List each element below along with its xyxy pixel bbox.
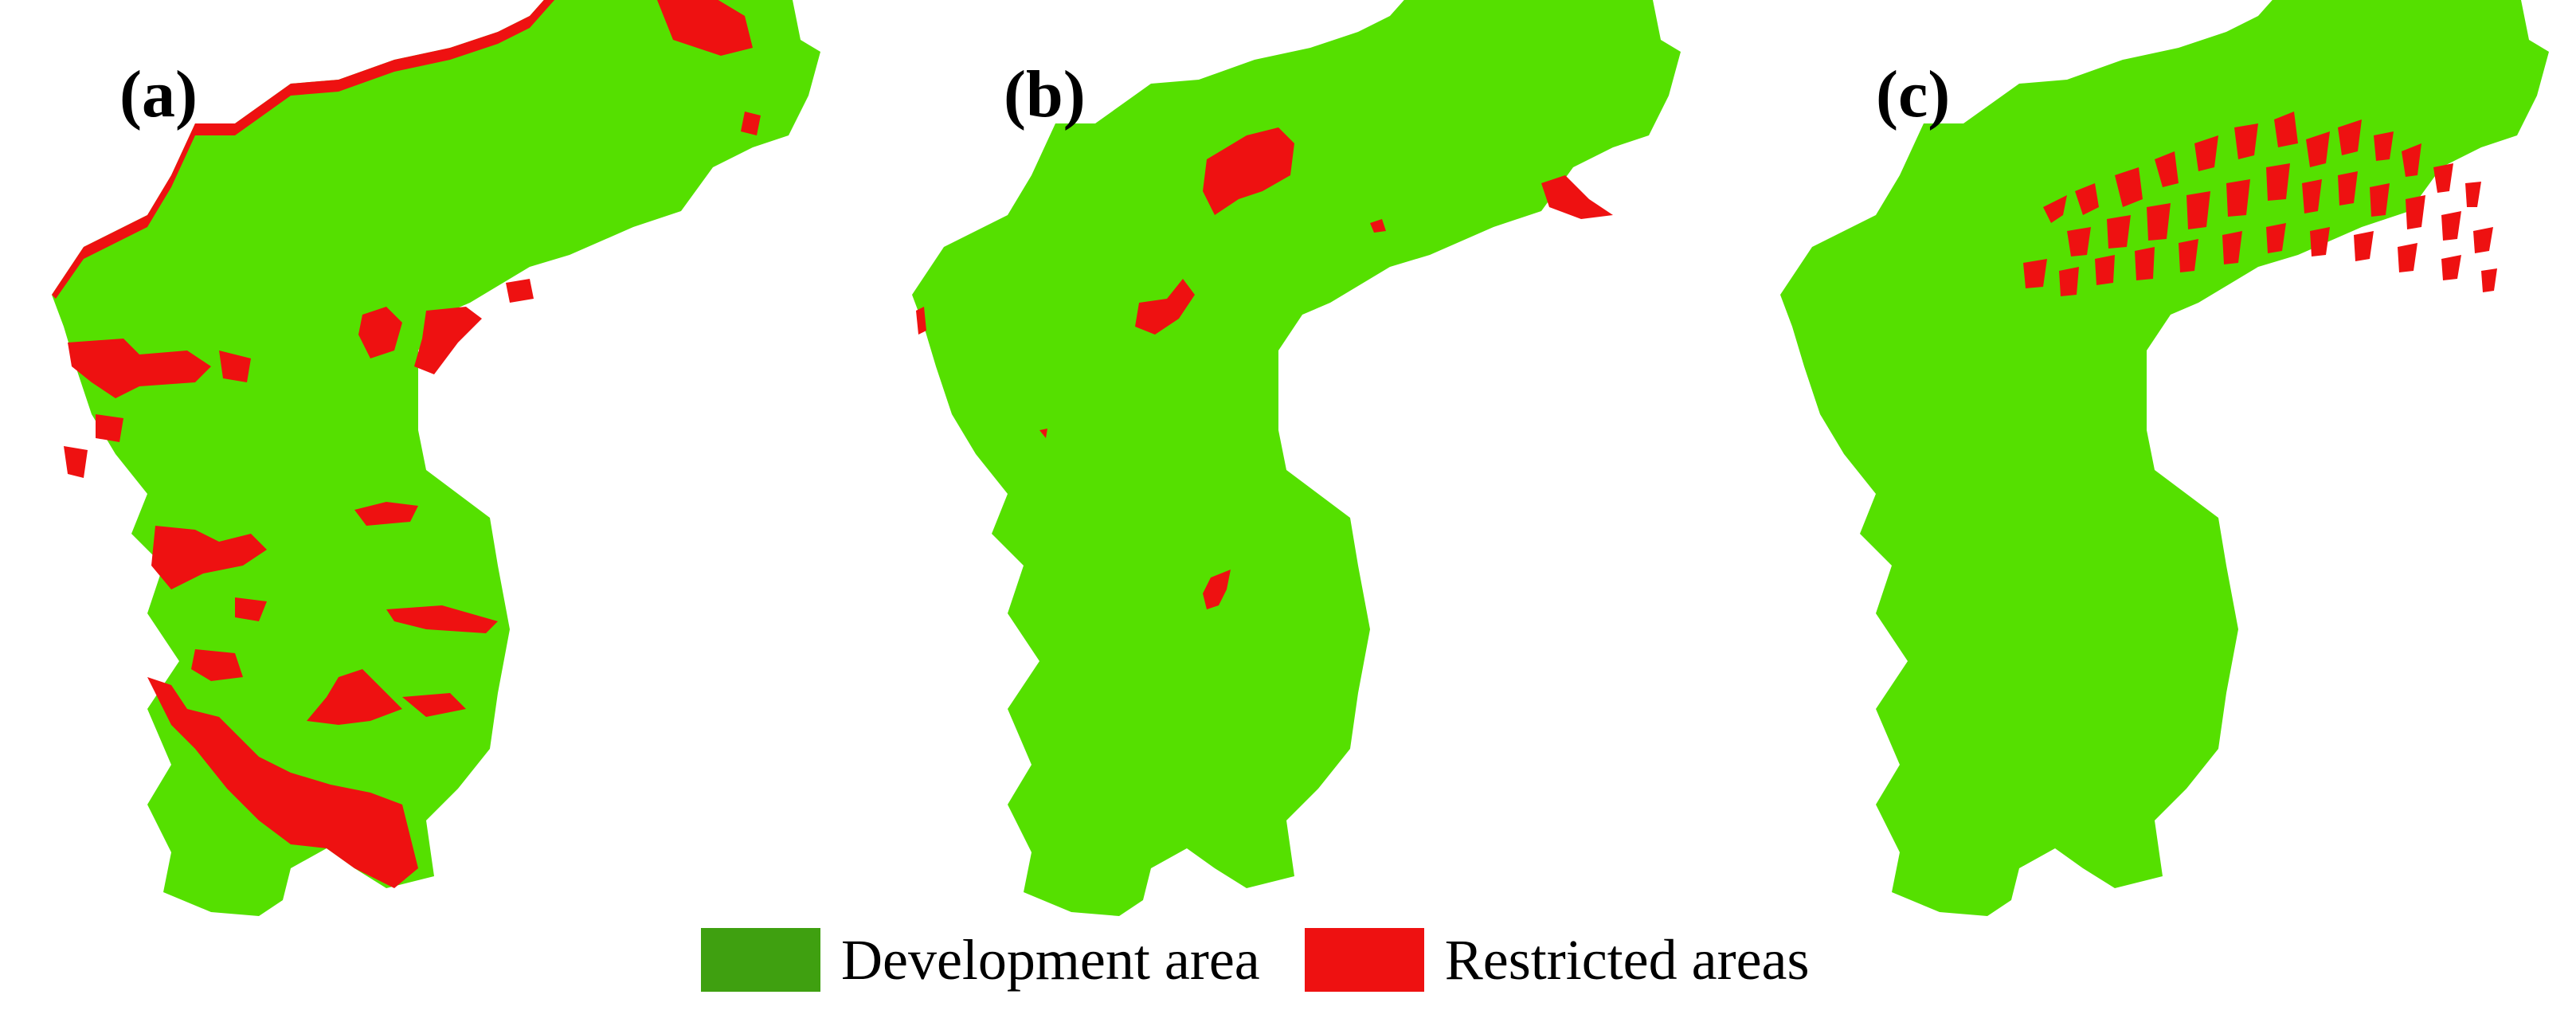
development-area-region: [912, 0, 1681, 916]
development-area-region: [52, 0, 820, 916]
panel-label-a: (a): [119, 57, 198, 131]
legend-item-restricted: Restricted areas: [1304, 927, 1810, 993]
panel-label-c: (c): [1876, 57, 1951, 131]
legend-label-development: Development area: [841, 927, 1260, 992]
map-panel-c: [1780, 0, 2549, 916]
panel-label-b: (b): [1004, 57, 1086, 131]
legend-item-development: Development area: [701, 927, 1260, 993]
restricted-areas: [916, 127, 1613, 609]
map-panel-b: [912, 0, 1681, 916]
restricted-areas: [2023, 112, 2497, 296]
map-panel-a: [52, 0, 820, 916]
restricted-areas: [52, 0, 761, 888]
legend-swatch-development: [701, 928, 820, 992]
legend-swatch-restricted: [1304, 928, 1424, 992]
legend-label-restricted: Restricted areas: [1444, 927, 1810, 992]
development-area-region: [1780, 0, 2549, 916]
legend: Development area Restricted areas: [701, 924, 1854, 996]
